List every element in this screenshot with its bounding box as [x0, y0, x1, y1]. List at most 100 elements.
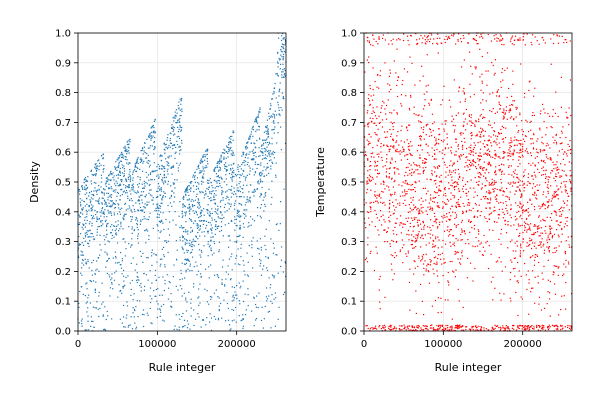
temperature-point	[505, 201, 507, 203]
density-point	[282, 32, 284, 35]
temperature-point	[415, 312, 417, 315]
density-point	[218, 308, 220, 311]
temperature-point	[495, 142, 497, 144]
temperature-point	[440, 189, 442, 192]
temperature-point	[524, 210, 526, 212]
temperature-point	[393, 205, 395, 207]
density-point	[256, 139, 258, 142]
density-point	[120, 289, 122, 292]
temperature-point	[401, 325, 403, 327]
temperature-point	[528, 89, 530, 92]
density-point	[111, 277, 113, 279]
temperature-point	[518, 152, 520, 154]
temperature-point	[538, 227, 540, 229]
density-point	[170, 196, 172, 198]
temperature-point	[457, 198, 460, 201]
temperature-point	[380, 146, 382, 148]
density-point	[208, 303, 210, 305]
temperature-point	[513, 139, 515, 141]
temperature-point	[424, 327, 427, 330]
density-point	[136, 222, 138, 225]
density-point	[150, 131, 153, 133]
temperature-point	[501, 270, 503, 272]
density-point	[176, 249, 178, 251]
density-point	[261, 152, 263, 154]
temperature-point	[537, 216, 540, 218]
density-point	[154, 147, 156, 150]
temperature-point	[382, 191, 384, 193]
density-point	[98, 188, 100, 190]
temperature-point	[453, 244, 456, 247]
temperature-point	[458, 262, 461, 264]
density-point	[195, 236, 197, 238]
density-point	[91, 269, 93, 272]
temperature-point	[465, 156, 467, 159]
density-point	[104, 306, 106, 308]
temperature-point	[516, 176, 518, 178]
density-point	[167, 251, 169, 254]
temperature-point	[534, 165, 537, 167]
temperature-point	[534, 256, 536, 258]
density-point	[214, 225, 216, 227]
density-point	[95, 182, 97, 184]
temperature-point	[555, 265, 557, 267]
density-point	[217, 317, 220, 320]
density-point	[246, 142, 248, 144]
density-point	[148, 192, 150, 194]
temperature-point	[396, 95, 399, 98]
density-point	[204, 194, 206, 196]
density-point	[79, 290, 81, 293]
density-point	[102, 315, 104, 317]
density-point	[88, 236, 90, 238]
density-point	[246, 209, 248, 211]
temperature-point	[456, 251, 458, 253]
density-point	[188, 210, 190, 212]
density-point	[241, 188, 243, 190]
density-point	[271, 98, 274, 100]
temperature-point	[500, 189, 502, 191]
temperature-point	[479, 152, 481, 154]
density-point	[102, 188, 105, 190]
density-point	[264, 235, 266, 237]
density-point	[136, 218, 138, 220]
density-point	[161, 155, 163, 157]
density-point	[139, 284, 141, 287]
temperature-point	[438, 134, 440, 136]
temperature-point	[494, 140, 496, 142]
density-point	[238, 177, 241, 179]
temperature-point	[369, 327, 371, 329]
density-point	[81, 199, 83, 201]
temperature-point	[387, 83, 389, 85]
temperature-point	[409, 222, 411, 224]
temperature-point	[517, 282, 519, 284]
temperature-point	[499, 157, 501, 159]
temperature-point	[557, 234, 560, 236]
temperature-point	[540, 206, 542, 208]
temperature-point	[423, 105, 426, 107]
temperature-point	[368, 122, 370, 124]
temperature-point	[485, 242, 487, 244]
density-point	[192, 240, 194, 242]
density-point	[232, 175, 234, 177]
density-point	[149, 132, 151, 134]
temperature-point	[528, 279, 530, 281]
temperature-point	[496, 325, 498, 327]
density-point	[221, 283, 223, 285]
density-point	[119, 264, 121, 266]
temperature-point	[449, 229, 451, 231]
density-point	[163, 320, 165, 322]
density-point	[273, 128, 275, 131]
temperature-point	[527, 201, 529, 203]
temperature-point	[527, 152, 529, 155]
temperature-point	[522, 204, 524, 206]
density-point	[88, 294, 90, 296]
temperature-point	[422, 167, 424, 169]
temperature-point	[462, 329, 464, 331]
temperature-point	[514, 242, 516, 244]
temperature-point	[471, 327, 473, 329]
temperature-point	[469, 221, 472, 223]
density-point	[263, 318, 265, 320]
density-point	[136, 281, 138, 284]
density-point	[242, 223, 244, 225]
temperature-point	[378, 278, 380, 280]
